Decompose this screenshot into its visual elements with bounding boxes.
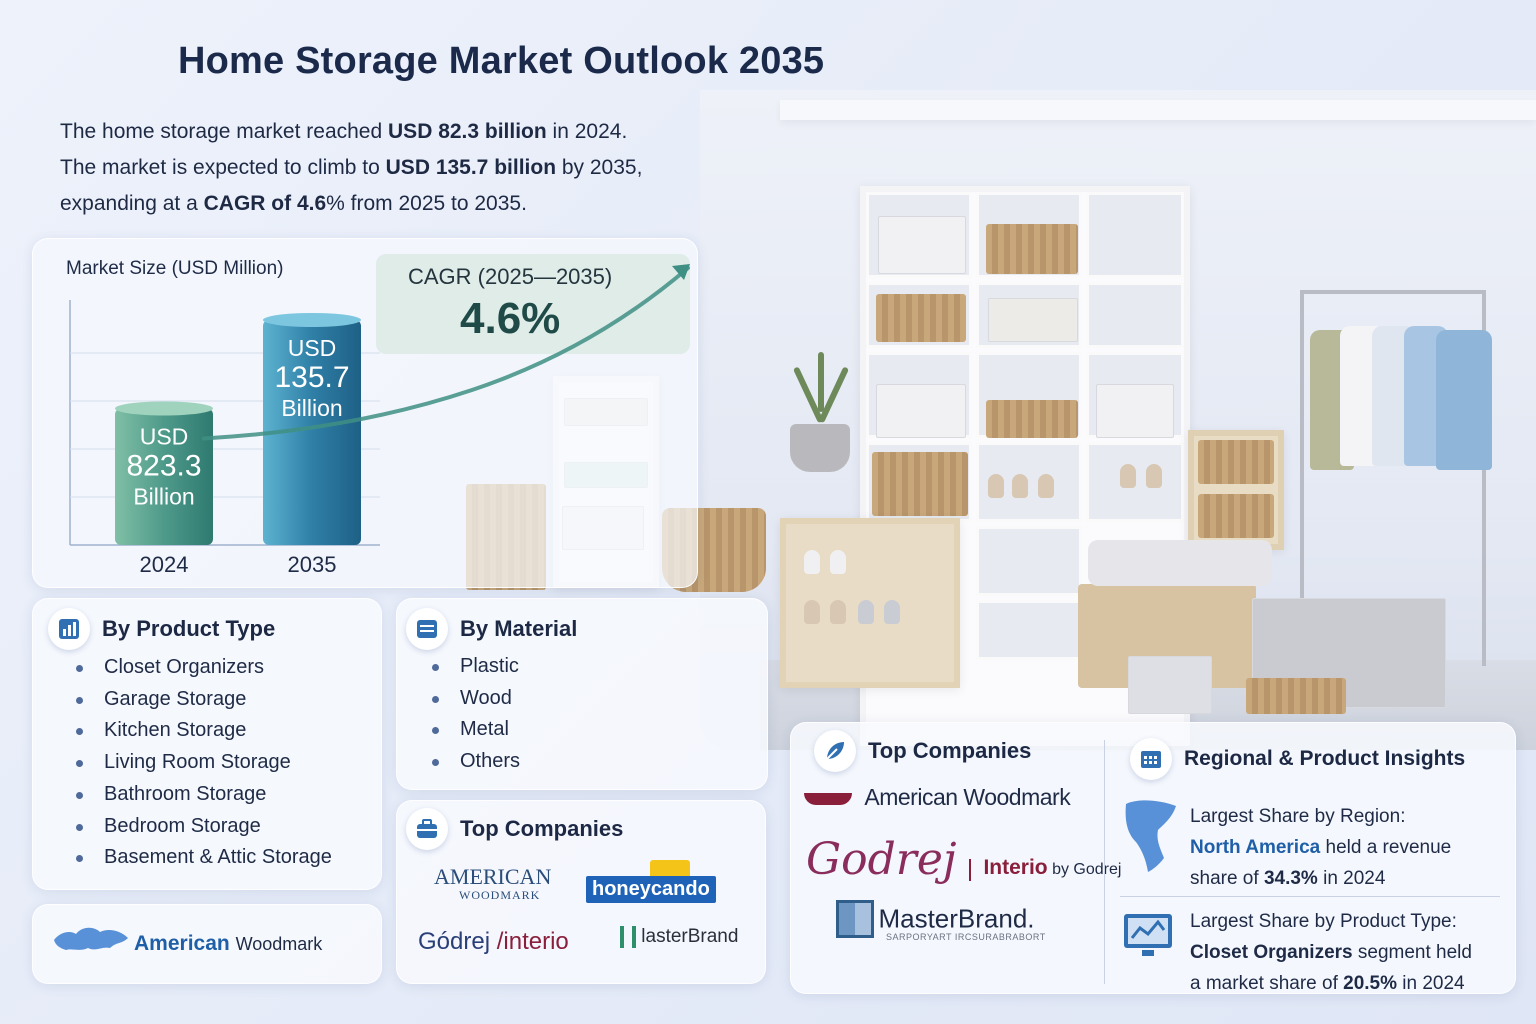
region-insight-value: share of 34.3% in 2024 — [1190, 868, 1386, 889]
product-type-heading: By Product Type — [102, 616, 276, 641]
material-list: Plastic Wood Metal Others — [432, 651, 520, 778]
product-type-panel — [32, 598, 382, 890]
godrej-interio-large-logo: Godrej Interio by Godrej — [806, 834, 1122, 885]
material-item: Wood — [432, 683, 520, 715]
world-map-icon — [54, 927, 128, 950]
calendar-grid-icon — [1130, 738, 1172, 780]
product-insight-title: Largest Share by Product Type: — [1190, 911, 1457, 932]
masterbrand-logo: lasterBrand — [620, 926, 738, 948]
intro-line-1: The home storage market reached USD 82.3… — [60, 120, 628, 143]
material-panel — [396, 598, 768, 790]
product-type-item: Garage Storage — [76, 684, 332, 716]
insights-heading: Regional & Product Insights — [1184, 747, 1466, 770]
storage-box — [1128, 656, 1212, 714]
wicker-basket — [1198, 440, 1274, 484]
product-type-item: Bathroom Storage — [76, 779, 332, 811]
top-companies-small-header: Top Companies — [406, 808, 623, 850]
chart-title: Market Size (USD Million) — [66, 258, 284, 279]
material-header: By Material — [406, 608, 577, 650]
american-woodmark-large-logo: American Woodmark — [804, 784, 1071, 811]
honeycando-logo: honeycando — [586, 860, 716, 903]
intro-text: The home storage market reached USD 82.3… — [60, 114, 642, 222]
wicker-basket — [986, 400, 1078, 438]
intro-line-2: The market is expected to climb to USD 1… — [60, 156, 643, 179]
wicker-basket — [872, 452, 968, 516]
product-type-item: Bedroom Storage — [76, 811, 332, 843]
hanging-shirt — [1436, 330, 1492, 470]
wicker-basket — [1198, 494, 1274, 538]
material-item: Metal — [432, 714, 520, 746]
cagr-value: 4.6% — [460, 294, 561, 343]
insights-header: Regional & Product Insights — [1130, 738, 1465, 780]
product-insight-line: Closet Organizers segment held — [1190, 942, 1472, 963]
shoe — [858, 600, 874, 624]
material-heading: By Material — [460, 616, 578, 641]
product-type-item: Closet Organizers — [76, 652, 332, 684]
wicker-basket — [986, 224, 1078, 274]
product-type-header: By Product Type — [48, 608, 275, 650]
shoe — [830, 600, 846, 624]
shoe — [884, 600, 900, 624]
shoe — [1012, 474, 1028, 498]
product-type-item: Kitchen Storage — [76, 715, 332, 747]
storage-box — [876, 384, 966, 438]
shoe — [1038, 474, 1054, 498]
woodmark-banner-text: American Woodmark — [134, 932, 323, 955]
product-insight: Largest Share by Product Type: Closet Or… — [1190, 906, 1472, 999]
monitor-chart-icon — [1124, 914, 1172, 956]
plant-pot — [790, 424, 850, 472]
ceiling-molding — [780, 100, 1536, 120]
masterbrand-large-logo: MasterBrand. SARPORYART IRCSURABRABORT — [836, 900, 1046, 942]
rack-leg — [1482, 290, 1486, 666]
wicker-basket — [876, 294, 966, 342]
shoe — [804, 550, 820, 574]
shoe — [1146, 464, 1162, 488]
material-item: Plastic — [432, 651, 520, 683]
product-type-item: Basement & Attic Storage — [76, 842, 332, 874]
shoe — [988, 474, 1004, 498]
region-insight-line: North America held a revenue — [1190, 837, 1452, 858]
insight-divider — [1120, 896, 1500, 897]
leaf-icon — [814, 730, 856, 772]
top-companies-large-header: Top Companies — [814, 730, 1031, 772]
intro-line-3: expanding at a CAGR of 4.6% from 2025 to… — [60, 192, 527, 215]
region-insight: Largest Share by Region: North America h… — [1190, 801, 1451, 894]
material-item: Others — [432, 746, 520, 778]
room-illustration — [700, 90, 1536, 750]
american-woodmark-logo: AMERICAN WOODMARK — [434, 864, 552, 903]
shoe — [1120, 464, 1136, 488]
storage-box — [878, 216, 966, 274]
page-title: Home Storage Market Outlook 2035 — [178, 40, 825, 82]
godrej-interio-logo: Gódrej /interio — [418, 928, 569, 955]
plant-leaf — [818, 352, 824, 412]
shoe — [804, 600, 820, 624]
top-companies-small-heading: Top Companies — [460, 816, 624, 841]
cagr-label: CAGR (2025—2035) — [408, 264, 613, 289]
region-insight-title: Largest Share by Region: — [1190, 806, 1406, 827]
ottoman-cushion — [1088, 540, 1272, 586]
product-type-item: Living Room Storage — [76, 747, 332, 779]
product-type-list: Closet Organizers Garage Storage Kitchen S… — [76, 652, 332, 874]
wicker-basket — [1246, 678, 1346, 714]
folded-towels — [988, 298, 1078, 342]
top-companies-large-heading: Top Companies — [868, 738, 1032, 763]
layers-icon — [406, 608, 448, 650]
rack-leg — [1300, 290, 1304, 666]
panel-divider — [1104, 740, 1105, 984]
briefcase-icon — [406, 808, 448, 850]
shoe — [830, 550, 846, 574]
bar-chart-icon — [48, 608, 90, 650]
north-america-map-icon — [1125, 800, 1176, 872]
product-insight-value: a market share of 20.5% in 2024 — [1190, 973, 1465, 994]
storage-box — [1096, 384, 1174, 438]
clothing-rack — [1300, 290, 1486, 294]
